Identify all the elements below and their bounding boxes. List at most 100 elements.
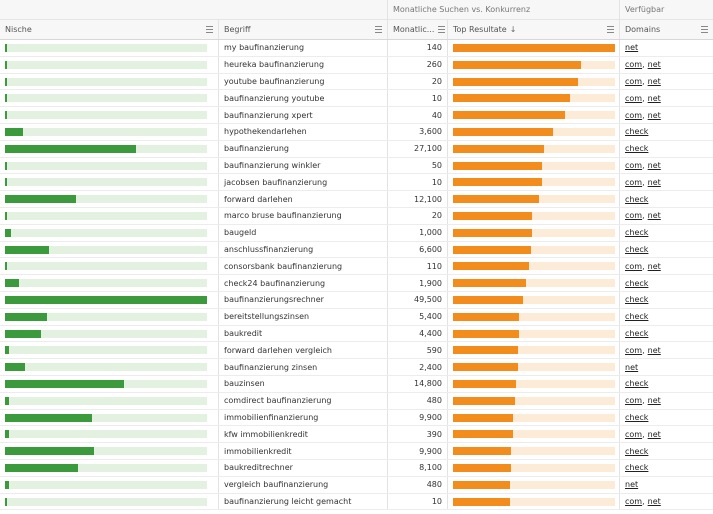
column-menu-icon[interactable] [206,26,213,33]
table-row[interactable]: vergleich baufinanzierung 480 net [0,476,713,494]
domain-link-check[interactable]: check [625,244,649,254]
domain-link-net[interactable]: net [647,261,661,271]
table-row[interactable]: baufinanzierung zinsen 2,400 net [0,359,713,376]
table-row[interactable]: forward darlehen vergleich 590 com, net [0,342,713,360]
domain-link-net[interactable]: net [647,496,661,506]
domain-link-check[interactable]: check [625,228,649,238]
table-row[interactable]: baufinanzierung 27,100 check [0,140,713,158]
domain-link-net[interactable]: net [625,480,639,490]
domain-link-check[interactable]: check [625,446,649,456]
table-row[interactable]: baukreditrechner 8,100 check [0,459,713,477]
niche-bar [5,396,9,405]
domain-link-check[interactable]: check [625,379,649,389]
domain-link-com[interactable]: com [625,93,643,103]
keyword-text: immobilienkredit [224,446,292,456]
domain-link-com[interactable]: com [625,211,643,221]
table-row[interactable]: check24 baufinanzierung 1,900 check [0,275,713,292]
table-row[interactable]: my baufinanzierung 140 net [0,40,713,57]
column-menu-icon[interactable] [375,26,382,33]
top-results-bar [453,178,542,187]
table-row[interactable]: baukredit 4,400 check [0,325,713,343]
table-row[interactable]: comdirect baufinanzierung 480 com, net [0,392,713,410]
table-row[interactable]: baufinanzierung winkler 50 com, net [0,157,713,175]
domain-link-check[interactable]: check [625,144,649,154]
niche-bar [5,463,78,472]
domain-link-net[interactable]: net [647,429,661,439]
table-row[interactable]: heureka baufinanzierung 260 com, net [0,56,713,74]
keyword-text: baufinanzierung xpert [224,110,313,120]
keyword-cell: vergleich baufinanzierung [219,476,388,493]
column-header-monthly-searches[interactable]: Monatlic... [388,20,448,39]
table-row[interactable]: immobilienfinanzierung 9,900 check [0,409,713,427]
table-row[interactable]: consorsbank baufinanzierung 110 com, net [0,258,713,276]
domains-cell: check [620,309,713,325]
table-row[interactable]: forward darlehen 12,100 check [0,191,713,208]
domain-link-check[interactable]: check [625,295,649,305]
domain-link-com[interactable]: com [625,496,643,506]
column-menu-icon[interactable] [607,26,614,33]
domain-link-check[interactable]: check [625,328,649,338]
domain-link-net[interactable]: net [647,60,661,70]
top-results-bar-track [453,228,615,237]
domain-link-net[interactable]: net [625,43,639,53]
column-header-top-results[interactable]: Top Resultate ↓ [448,20,620,39]
table-row[interactable]: immobilienkredit 9,900 check [0,443,713,460]
table-row[interactable]: bereitstellungszinsen 5,400 check [0,308,713,326]
domain-link-com[interactable]: com [625,429,643,439]
domain-link-com[interactable]: com [625,76,643,86]
table-row[interactable]: baufinanzierungsrechner 49,500 check [0,291,713,309]
domain-link-check[interactable]: check [625,412,649,422]
table-row[interactable]: anschlussfinanzierung 6,600 check [0,241,713,259]
domain-link-net[interactable]: net [625,362,639,372]
domain-link-net[interactable]: net [647,345,661,355]
table-row[interactable]: bauzinsen 14,800 check [0,375,713,393]
domain-link-net[interactable]: net [647,177,661,187]
domain-link-net[interactable]: net [647,110,661,120]
column-header-nische[interactable]: Nische [0,20,219,39]
keyword-cell: hypothekendarlehen [219,123,388,140]
table-row[interactable]: baufinanzierung leicht gemacht 10 com, net [0,493,713,511]
table-row[interactable]: baugeld 1,000 check [0,224,713,242]
domain-link-com[interactable]: com [625,177,643,187]
column-header-domains[interactable]: Domains [620,20,713,39]
domain-link-net[interactable]: net [647,396,661,406]
table-row[interactable]: baufinanzierung youtube 10 com, net [0,90,713,108]
domain-link-com[interactable]: com [625,396,643,406]
domain-link-check[interactable]: check [625,312,649,322]
niche-bar-track [5,144,207,153]
keyword-cell: jacobsen baufinanzierung [219,174,388,191]
monthly-searches-value: 20 [431,211,442,221]
domain-link-com[interactable]: com [625,261,643,271]
domain-link-net[interactable]: net [647,93,661,103]
column-header-begriff[interactable]: Begriff [219,20,388,39]
domain-link-net[interactable]: net [647,160,661,170]
column-label: Nische [5,25,32,34]
top-results-bar [453,60,581,69]
domain-link-com[interactable]: com [625,160,643,170]
keyword-text: baufinanzierung zinsen [224,362,318,372]
domains-cell: com, net [620,57,713,73]
niche-bar-track [5,413,207,422]
domain-link-com[interactable]: com [625,110,643,120]
domain-link-check[interactable]: check [625,463,649,473]
domain-link-net[interactable]: net [647,211,661,221]
column-menu-icon[interactable] [438,26,446,33]
column-menu-icon[interactable] [701,26,708,33]
niche-bar [5,430,9,439]
table-row[interactable]: hypothekendarlehen 3,600 check [0,123,713,141]
domain-link-net[interactable]: net [647,76,661,86]
table-row[interactable]: marco bruse baufinanzierung 20 com, net [0,207,713,225]
domain-link-com[interactable]: com [625,60,643,70]
domains-cell: com, net [620,494,713,510]
domain-link-com[interactable]: com [625,345,643,355]
monthly-searches-cell: 9,900 [388,443,448,459]
domain-link-check[interactable]: check [625,127,649,137]
table-row[interactable]: kfw immobilienkredit 390 com, net [0,426,713,444]
table-row[interactable]: youtube baufinanzierung 20 com, net [0,73,713,91]
table-row[interactable]: jacobsen baufinanzierung 10 com, net [0,174,713,192]
table-row[interactable]: baufinanzierung xpert 40 com, net [0,107,713,124]
domain-link-check[interactable]: check [625,194,649,204]
domain-link-check[interactable]: check [625,278,649,288]
monthly-searches-cell: 27,100 [388,140,448,157]
domains-cell: check [620,275,713,291]
